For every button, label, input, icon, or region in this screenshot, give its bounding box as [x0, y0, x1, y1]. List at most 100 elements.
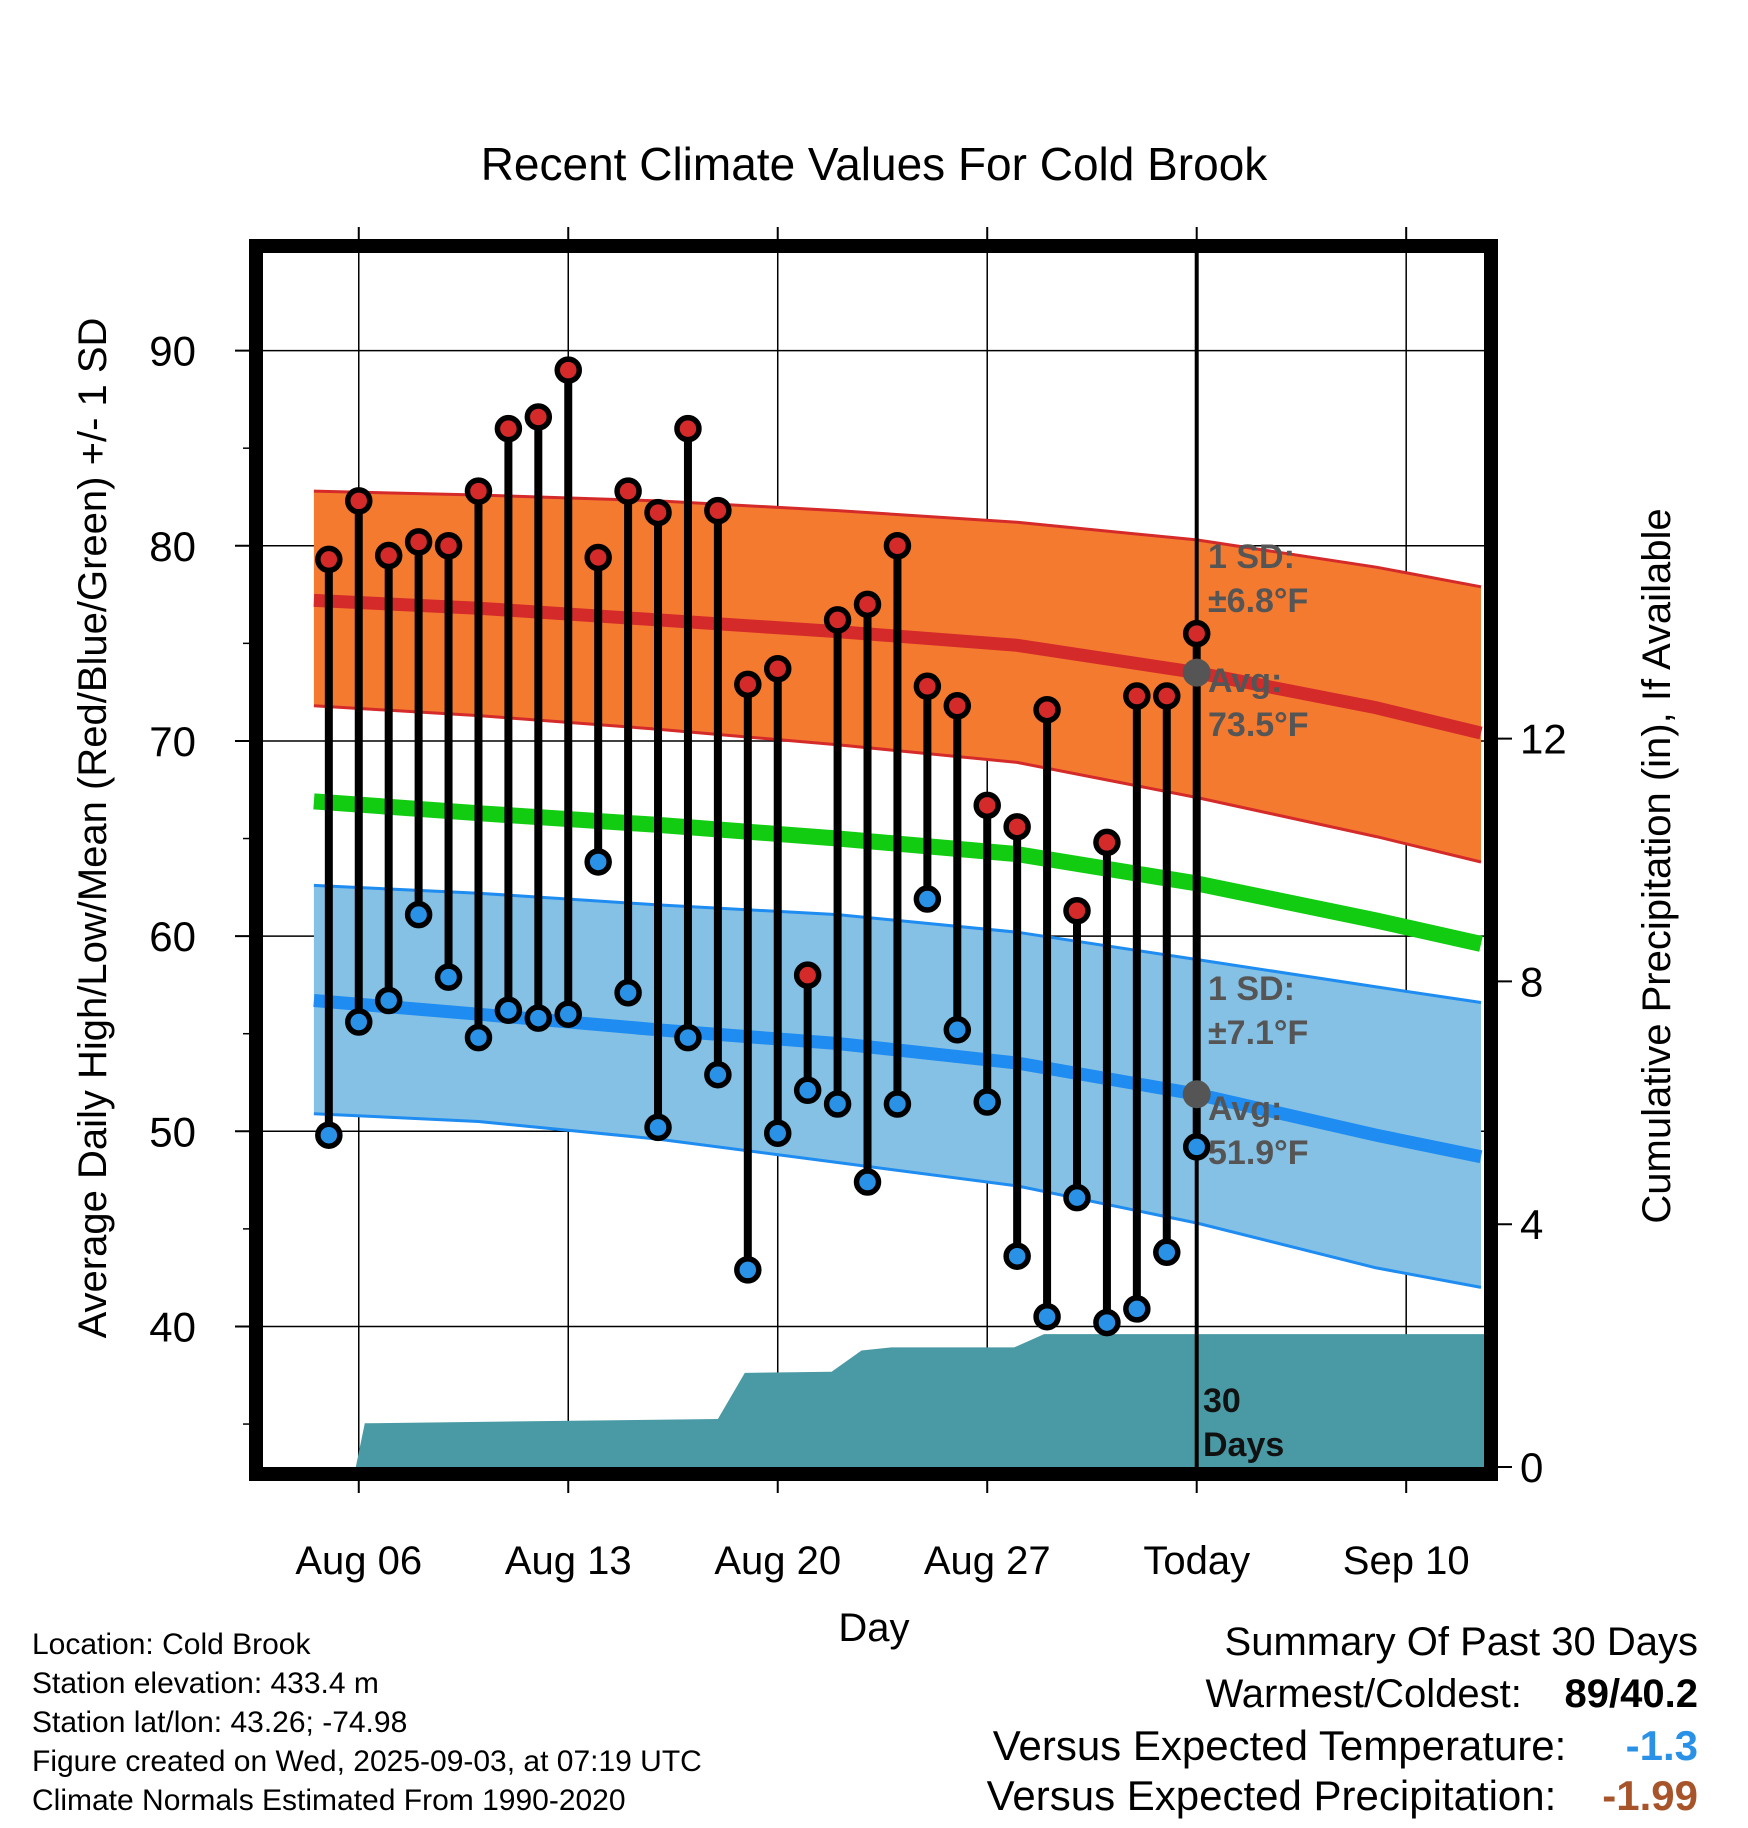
observed-high-point — [1093, 828, 1121, 857]
x-tick-label: Aug 06 — [295, 1539, 422, 1583]
observed-low-point — [584, 848, 612, 876]
observed-high-point — [1123, 682, 1151, 710]
observed-high-point — [374, 541, 403, 570]
y-left-tick-label: 90 — [149, 328, 196, 375]
observed-low-point — [614, 978, 642, 1007]
observed-low-point — [1063, 1183, 1091, 1212]
precip-value: -1.99 — [1602, 1772, 1698, 1819]
x-tick-label: Sep 10 — [1343, 1539, 1470, 1583]
observed-low-point — [674, 1023, 702, 1052]
observed-low-point — [763, 1119, 792, 1147]
y-right-tick-label: 8 — [1520, 958, 1543, 1005]
observed-low-point — [315, 1121, 343, 1149]
observed-high-point — [434, 532, 463, 560]
observed-high-point — [1003, 813, 1031, 841]
summary-temperature: Versus Expected Temperature: -1.3 — [993, 1722, 1698, 1770]
normal-low-lower-line — [313, 1112, 1482, 1289]
observed-low-point — [973, 1088, 1001, 1116]
observed-high-point — [464, 477, 493, 505]
high-sd-label: 1 SD: — [1208, 538, 1295, 576]
footer-latlon: Station lat/lon: 43.26; -74.98 — [32, 1706, 408, 1739]
observed-low-point — [734, 1256, 762, 1284]
summary-title: Summary Of Past 30 Days — [1224, 1620, 1698, 1664]
observed-low-point — [883, 1090, 912, 1118]
y-right-tick-label: 12 — [1520, 716, 1567, 763]
temp-label: Versus Expected Temperature: — [992, 1722, 1567, 1769]
y-left-tick-label: 80 — [149, 523, 196, 570]
footer-location: Location: Cold Brook — [32, 1628, 311, 1661]
x-axis-label: Day — [838, 1606, 909, 1650]
observed-high-point — [973, 791, 1001, 820]
y-left-tick-label: 60 — [149, 913, 196, 960]
observed-high-point — [853, 590, 882, 619]
observed-high-point — [823, 606, 852, 634]
observed-high-point — [1033, 695, 1061, 724]
observed-high-point — [793, 961, 822, 989]
observed-low-point — [793, 1076, 822, 1105]
observed-low-point — [434, 963, 463, 991]
observed-high-point — [1182, 619, 1211, 648]
observed-high-point — [315, 545, 343, 574]
observed-low-point — [704, 1060, 732, 1089]
observed-low-point — [554, 1000, 582, 1028]
x-tick-label: Aug 27 — [924, 1539, 1051, 1583]
observed-low-point — [404, 900, 433, 929]
observed-low-point — [464, 1023, 493, 1052]
summary-warm-cold: Warmest/Coldest: 89/40.2 — [1206, 1672, 1699, 1717]
low-sd-value: ±7.1°F — [1208, 1014, 1308, 1052]
observed-low-point — [524, 1004, 553, 1032]
low-avg-value: 51.9°F — [1208, 1134, 1309, 1172]
x-tick-label: Aug 13 — [505, 1539, 632, 1583]
high-sd-value: ±6.8°F — [1208, 582, 1308, 620]
observed-high-point — [734, 670, 762, 699]
footer-elevation: Station elevation: 433.4 m — [32, 1667, 379, 1700]
observed-low-point — [1153, 1238, 1181, 1267]
y-left-tick-label: 40 — [149, 1303, 196, 1350]
observed-high-point — [763, 654, 792, 683]
summary-precipitation: Versus Expected Precipitation: -1.99 — [987, 1772, 1698, 1820]
observed-low-point — [853, 1168, 882, 1196]
observed-low-point — [345, 1008, 373, 1036]
observed-high-point — [1063, 896, 1091, 925]
period-unit: Days — [1203, 1426, 1284, 1464]
observed-low-point — [1123, 1295, 1151, 1323]
observed-low-point — [1182, 1133, 1211, 1161]
y-axis-label-right: Cumulative Precipitation (in), If Availa… — [1635, 508, 1679, 1223]
low-annotation: 1 SD: ±7.1°F Avg: 51.9°F — [1208, 970, 1309, 1172]
observed-low-point — [1093, 1308, 1121, 1337]
low-avg-label: Avg: — [1208, 1090, 1282, 1128]
plot-frame — [249, 239, 1498, 1481]
low-avg-marker — [1182, 1080, 1211, 1109]
observed-high-point — [943, 692, 972, 720]
observed-low-point — [374, 986, 403, 1015]
period-count: 30 — [1203, 1382, 1241, 1420]
observed-low-point — [943, 1016, 972, 1044]
y-right-tick-label: 0 — [1520, 1444, 1543, 1491]
x-tick-label: Today — [1143, 1539, 1250, 1583]
observed-high-point — [1153, 682, 1181, 710]
observed-high-point — [524, 403, 553, 431]
observed-high-point — [404, 528, 433, 556]
observed-low-point — [494, 996, 523, 1025]
warm-cold-value: 89/40.2 — [1564, 1672, 1698, 1716]
observed-high-point — [554, 356, 582, 384]
cumulative-precip-area — [313, 1334, 1484, 1467]
observed-low-point — [823, 1090, 852, 1118]
observed-high-point — [913, 672, 942, 701]
y-left-tick-label: 50 — [149, 1108, 196, 1155]
warm-cold-label: Warmest/Coldest: — [1205, 1672, 1522, 1716]
y-right-tick-label: 4 — [1520, 1201, 1543, 1248]
high-avg-label: Avg: — [1208, 662, 1282, 700]
temp-value: -1.3 — [1625, 1722, 1698, 1769]
period-annotation: 30 Days — [1203, 1382, 1284, 1464]
y-left-tick-label: 70 — [149, 718, 196, 765]
observed-high-point — [584, 543, 612, 572]
footer-normals: Climate Normals Estimated From 1990-2020 — [32, 1784, 626, 1817]
observed-high-point — [674, 414, 702, 443]
observed-high-point — [494, 414, 523, 443]
y-axis-label-left: Average Daily High/Low/Mean (Red/Blue/Gr… — [71, 318, 115, 1339]
observed-high-point — [345, 487, 373, 515]
observed-low-point — [913, 885, 942, 913]
high-avg-value: 73.5°F — [1208, 706, 1309, 744]
